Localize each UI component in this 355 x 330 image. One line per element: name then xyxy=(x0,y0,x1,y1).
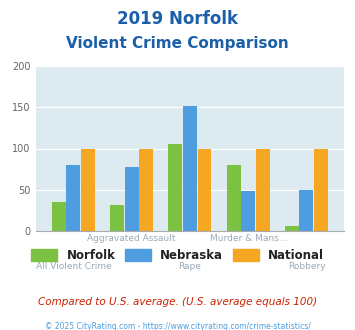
Bar xyxy=(66,165,80,231)
Bar xyxy=(110,205,124,231)
Text: © 2025 CityRating.com - https://www.cityrating.com/crime-statistics/: © 2025 CityRating.com - https://www.city… xyxy=(45,322,310,330)
Text: Compared to U.S. average. (U.S. average equals 100): Compared to U.S. average. (U.S. average … xyxy=(38,297,317,307)
Bar xyxy=(241,191,255,231)
Text: Violent Crime Comparison: Violent Crime Comparison xyxy=(66,36,289,51)
Bar xyxy=(197,148,212,231)
Bar xyxy=(139,148,153,231)
Bar xyxy=(285,226,299,231)
Bar xyxy=(52,202,66,231)
Bar xyxy=(168,145,182,231)
Text: Robbery: Robbery xyxy=(288,262,325,271)
Bar xyxy=(81,148,95,231)
Bar xyxy=(256,148,270,231)
Text: 2019 Norfolk: 2019 Norfolk xyxy=(117,10,238,28)
Bar xyxy=(314,148,328,231)
Bar xyxy=(125,167,139,231)
Legend: Norfolk, Nebraska, National: Norfolk, Nebraska, National xyxy=(26,244,329,266)
Bar xyxy=(183,106,197,231)
Bar xyxy=(226,165,241,231)
Bar xyxy=(300,190,313,231)
Text: All Violent Crime: All Violent Crime xyxy=(36,262,111,271)
Text: Rape: Rape xyxy=(179,262,201,271)
